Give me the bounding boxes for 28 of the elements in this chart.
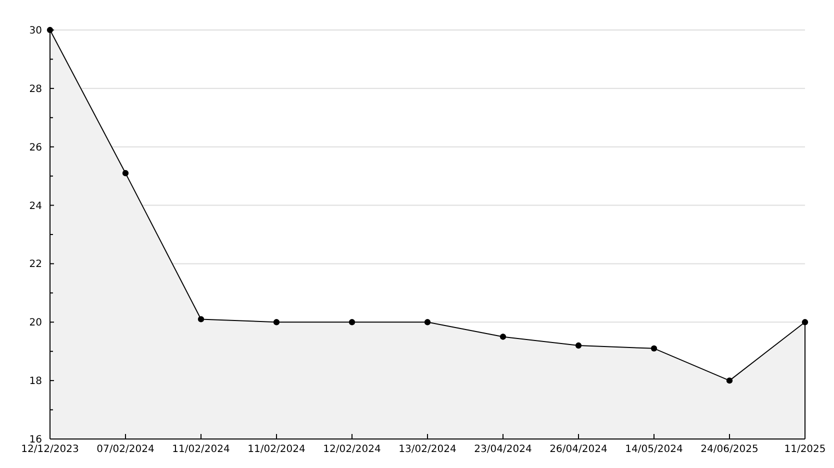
y-tick-label: 18 xyxy=(29,376,42,388)
x-tick-label: 26/04/2024 xyxy=(550,444,608,455)
y-tick-label: 22 xyxy=(29,259,42,270)
y-tick-label: 16 xyxy=(29,434,42,446)
point xyxy=(575,342,582,349)
x-tick-label: 13/02/2024 xyxy=(398,444,456,455)
point xyxy=(348,319,356,326)
x-tick-label: 23/04/2024 xyxy=(474,444,532,455)
x-tick-label: 11/02/2024 xyxy=(248,444,306,455)
point xyxy=(198,316,204,322)
point xyxy=(500,334,506,340)
point xyxy=(273,319,280,326)
y-tick-label: 26 xyxy=(29,142,42,154)
y-tick-label: 28 xyxy=(29,84,42,95)
x-tick-label: 24/06/2025 xyxy=(700,444,758,455)
point xyxy=(122,170,129,176)
x-tick-label: 12/12/2023 xyxy=(21,444,79,455)
x-tick-label: 07/02/2024 xyxy=(96,444,154,455)
y-tick-label: 30 xyxy=(29,26,42,36)
y-tick-label: 20 xyxy=(29,318,42,329)
x-tick-label: 12/02/2024 xyxy=(323,444,381,455)
x-tick-label: 14/05/2024 xyxy=(625,444,683,455)
point xyxy=(726,377,733,384)
x-tick-label: 11/2025 xyxy=(784,444,826,455)
y-tick-label: 24 xyxy=(29,200,42,212)
point xyxy=(650,345,658,352)
x-tick-label: 11/02/2024 xyxy=(172,444,230,455)
point xyxy=(424,319,431,326)
